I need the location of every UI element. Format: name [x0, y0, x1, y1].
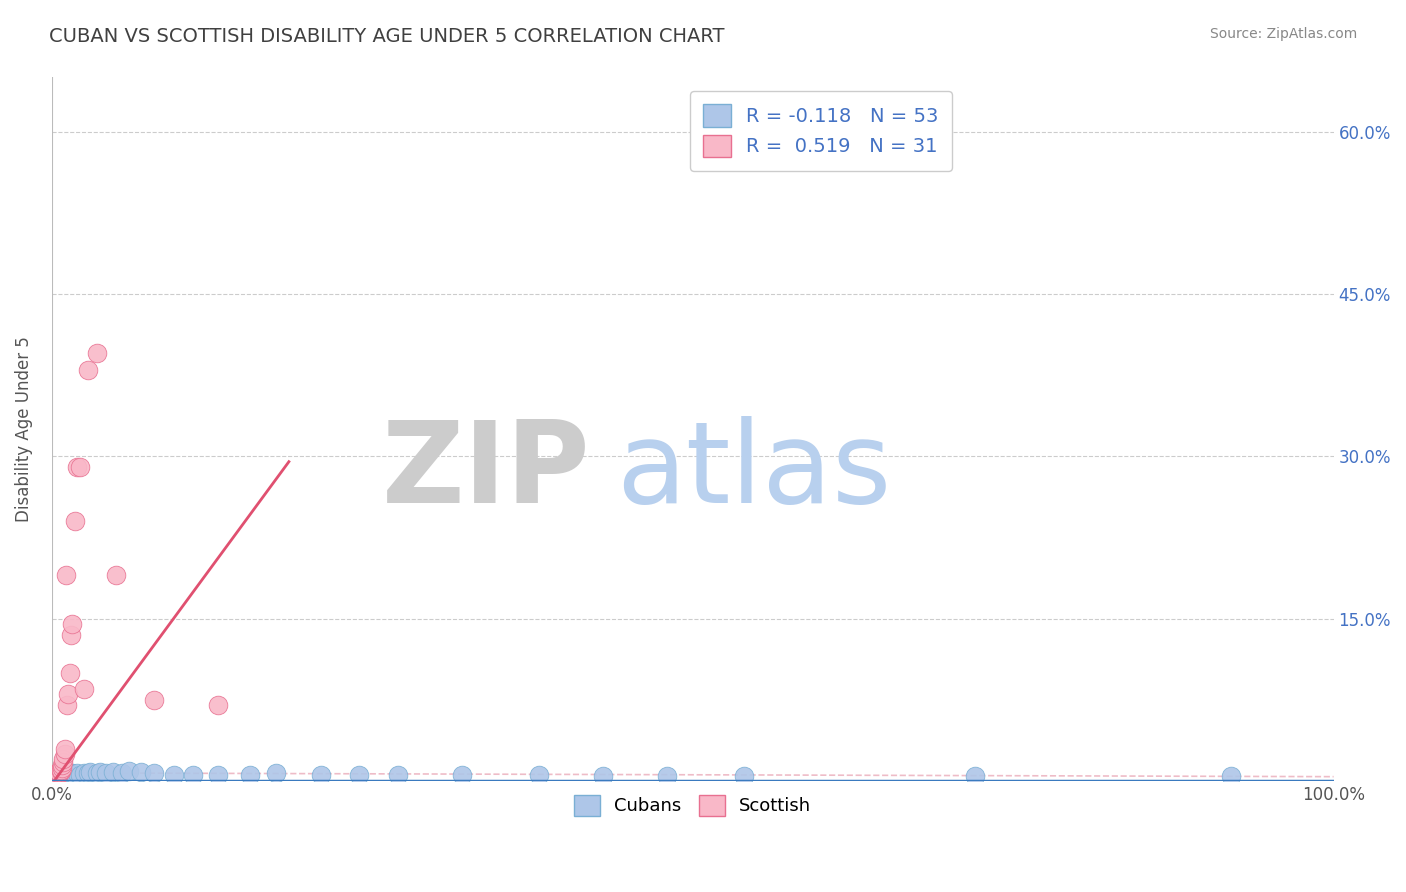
Point: [59, 665, 82, 680]
Point: [51, 768, 73, 782]
Point: [53, 741, 76, 756]
Point: [86, 346, 108, 360]
Point: [104, 568, 127, 582]
Text: Source: ZipAtlas.com: Source: ZipAtlas.com: [1209, 27, 1357, 41]
Point: [349, 767, 371, 781]
Point: [143, 766, 166, 780]
Point: [66, 766, 89, 780]
Point: [309, 767, 332, 781]
Point: [94, 766, 117, 780]
Point: [111, 766, 134, 780]
Point: [58, 687, 80, 701]
Point: [46, 766, 69, 780]
Point: [118, 764, 141, 779]
Point: [51, 767, 73, 781]
Point: [52, 767, 75, 781]
Point: [59, 766, 82, 780]
Point: [46, 767, 69, 781]
Point: [45, 768, 67, 782]
Point: [59, 767, 82, 781]
Point: [181, 767, 204, 781]
Point: [387, 767, 409, 781]
Point: [63, 514, 86, 528]
Point: [76, 766, 98, 780]
Point: [66, 460, 89, 475]
Point: [76, 362, 98, 376]
Point: [69, 460, 91, 475]
Point: [46, 768, 69, 782]
Point: [48, 768, 70, 782]
Point: [1220, 768, 1243, 782]
Point: [60, 766, 83, 780]
Point: [48, 767, 70, 781]
Point: [55, 767, 77, 781]
Point: [52, 755, 75, 769]
Point: [52, 752, 75, 766]
Point: [655, 768, 678, 782]
Point: [49, 767, 72, 781]
Point: [48, 766, 70, 780]
Point: [49, 768, 72, 782]
Point: [51, 757, 73, 772]
Point: [79, 765, 101, 780]
Point: [52, 768, 75, 782]
Point: [53, 766, 76, 780]
Point: [207, 698, 229, 713]
Point: [52, 766, 75, 780]
Point: [207, 767, 229, 781]
Point: [451, 767, 474, 781]
Point: [56, 767, 79, 781]
Point: [733, 768, 755, 782]
Point: [143, 693, 166, 707]
Point: [131, 765, 153, 780]
Point: [45, 767, 67, 781]
Point: [103, 765, 125, 780]
Text: atlas: atlas: [616, 416, 891, 527]
Point: [527, 767, 550, 781]
Point: [592, 768, 614, 782]
Point: [48, 765, 70, 780]
Point: [53, 768, 76, 782]
Point: [56, 698, 79, 713]
Point: [60, 617, 83, 632]
Point: [46, 765, 69, 780]
Point: [59, 767, 82, 781]
Point: [86, 766, 108, 780]
Point: [73, 681, 96, 696]
Point: [58, 767, 80, 781]
Point: [89, 765, 111, 780]
Point: [53, 767, 76, 781]
Point: [49, 763, 72, 777]
Point: [49, 764, 72, 779]
Point: [73, 766, 96, 780]
Point: [59, 628, 82, 642]
Text: ZIP: ZIP: [381, 416, 591, 527]
Point: [264, 766, 287, 780]
Point: [45, 768, 67, 782]
Legend: Cubans, Scottish: Cubans, Scottish: [565, 786, 820, 825]
Point: [51, 761, 73, 775]
Point: [46, 767, 69, 781]
Point: [63, 767, 86, 781]
Point: [963, 768, 986, 782]
Point: [69, 767, 91, 781]
Point: [55, 568, 77, 582]
Text: CUBAN VS SCOTTISH DISABILITY AGE UNDER 5 CORRELATION CHART: CUBAN VS SCOTTISH DISABILITY AGE UNDER 5…: [49, 27, 724, 45]
Point: [53, 747, 76, 761]
Point: [45, 766, 67, 780]
Point: [56, 766, 79, 780]
Y-axis label: Disability Age Under 5: Disability Age Under 5: [15, 336, 32, 522]
Point: [162, 767, 184, 781]
Point: [49, 768, 72, 782]
Point: [239, 767, 262, 781]
